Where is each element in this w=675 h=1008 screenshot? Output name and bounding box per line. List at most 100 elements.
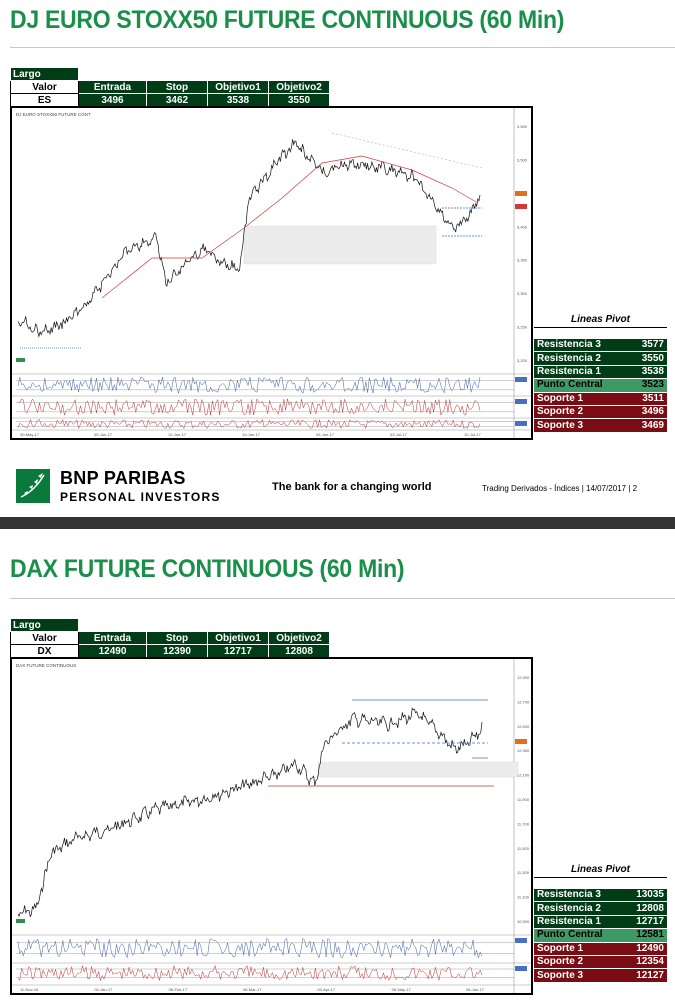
price-tick-label: 12,900 xyxy=(517,675,530,680)
cell-symbol: ES xyxy=(10,93,79,107)
price-tick-label: 12,500 xyxy=(517,724,530,729)
title-divider xyxy=(10,598,675,599)
price-tick-label: 3,200 xyxy=(517,358,528,363)
chart-canvas: DAX FUTURE CONTINUOUS 12,900 12,700 12,500 1… xyxy=(12,659,531,993)
chart-canvas: DJ EURO STOXX50 FUTURE CONT 3,550 3,500 3,4… xyxy=(12,108,531,438)
pivot-label: Soporte 3 xyxy=(534,968,625,983)
date-tick-label: 10-Jul-17 xyxy=(464,432,481,437)
cell-symbol: DX xyxy=(10,644,79,658)
price-series xyxy=(17,707,483,918)
indicator-series xyxy=(17,937,483,959)
pivot-label: Resistencia 3 xyxy=(534,337,630,352)
page-separator xyxy=(0,517,675,529)
indicator-tag xyxy=(515,421,527,426)
price-tick-label: 11,300 xyxy=(517,870,530,875)
pivot-value: 12717 xyxy=(624,914,667,929)
date-tick-label: 11-Nov-16 xyxy=(20,987,39,992)
price-tag xyxy=(515,204,527,209)
date-tick-label: 08-May-17 xyxy=(392,987,412,992)
date-tick-label: 30-May-17 xyxy=(20,432,40,437)
consolidation-zone xyxy=(243,225,437,265)
indicator-series xyxy=(17,418,481,430)
cell-entrada: 12490 xyxy=(78,644,147,658)
date-tick-label: 03-Apr-17 xyxy=(317,987,336,992)
date-tick-label: 03-Jul-17 xyxy=(390,432,407,437)
cell-entrada: 3496 xyxy=(78,93,147,107)
indicator-series xyxy=(18,398,481,416)
trade-setup-table: Largo Valor Entrada Stop Objetivo1 Objet… xyxy=(10,618,330,658)
pivot-value: 13035 xyxy=(624,887,667,902)
pivot-label: Soporte 2 xyxy=(534,404,630,419)
price-tick-label: 12,100 xyxy=(517,773,530,778)
bnp-logo-icon xyxy=(16,469,50,503)
header-entrada: Entrada xyxy=(78,80,147,94)
pivot-label: Resistencia 1 xyxy=(534,364,630,379)
date-tick-label: 12-Jun-17 xyxy=(168,432,187,437)
page-title: DJ EURO STOXX50 FUTURE CONTINUOUS (60 Mi… xyxy=(10,6,565,34)
page-title: DAX FUTURE CONTINUOUS (60 Min) xyxy=(10,555,405,583)
direction-label: Largo xyxy=(10,618,79,632)
price-tick-label: 3,300 xyxy=(517,291,528,296)
price-tick-label: 11,100 xyxy=(517,895,530,900)
pivot-value: 12127 xyxy=(624,968,667,983)
price-tick-label: 11,500 xyxy=(517,846,530,851)
pivot-value: 3469 xyxy=(629,418,667,433)
pivot-value: 3511 xyxy=(629,391,667,406)
price-tick-label: 3,400 xyxy=(517,224,528,229)
indicator-series xyxy=(17,376,481,394)
pivot-title: Lineas Pivot xyxy=(571,314,630,325)
pivot-value: 12490 xyxy=(624,941,667,956)
direction-label: Largo xyxy=(10,67,79,81)
price-tick-label: 3,550 xyxy=(517,124,528,129)
pivot-table: Resistencia 3 3577 Resistencia 2 3550 Resi… xyxy=(534,337,667,433)
pivot-value: 3538 xyxy=(629,364,667,379)
source-badge xyxy=(16,919,25,923)
pivot-label: Resistencia 1 xyxy=(534,914,625,929)
indicator-series xyxy=(17,964,483,982)
pivot-label: Punto Central xyxy=(534,928,625,943)
header-stop: Stop xyxy=(146,80,208,94)
price-tick-label: 11,700 xyxy=(517,821,530,826)
pivot-label: Resistencia 2 xyxy=(534,351,630,366)
pivot-label: Soporte 1 xyxy=(534,941,625,956)
header-valor: Valor xyxy=(10,631,79,645)
pivot-value: 12808 xyxy=(624,901,667,916)
cell-objetivo2: 3550 xyxy=(268,93,330,107)
price-tick-label: 3,350 xyxy=(517,258,528,263)
brand-tagline: The bank for a changing world xyxy=(272,481,432,493)
moving-average xyxy=(101,155,479,299)
price-tag xyxy=(515,191,527,196)
header-entrada: Entrada xyxy=(78,631,147,645)
footer-info: Trading Derivados - Índices | 14/07/2017… xyxy=(482,484,638,493)
price-tag xyxy=(515,739,527,744)
pivot-value: 12354 xyxy=(624,954,667,969)
pivot-value: 3523 xyxy=(629,378,667,393)
price-tick-label: 12,700 xyxy=(517,699,530,704)
price-tick-label: 3,250 xyxy=(517,325,528,330)
date-tick-label: 06-Feb-17 xyxy=(169,987,188,992)
price-tick-label: 3,500 xyxy=(517,157,528,162)
pivot-value: 3550 xyxy=(629,351,667,366)
price-tick-label: 12,300 xyxy=(517,748,530,753)
reference-line xyxy=(331,132,483,169)
indicator-tag xyxy=(515,399,527,404)
chart-header: DAX FUTURE CONTINUOUS xyxy=(16,663,76,668)
date-tick-label: 05-Jun-17 xyxy=(94,432,113,437)
brand-name: BNP PARIBAS xyxy=(60,468,186,488)
pivot-label: Soporte 3 xyxy=(534,418,630,433)
date-tick-label: 02-Jan-17 xyxy=(94,987,113,992)
header-objetivo1: Objetivo1 xyxy=(207,80,269,94)
date-tick-label: 06-Mar-17 xyxy=(243,987,262,992)
indicator-tag xyxy=(515,938,527,943)
cell-objetivo1: 12717 xyxy=(207,644,269,658)
title-divider xyxy=(10,47,675,48)
pivot-label: Soporte 1 xyxy=(534,391,630,406)
header-objetivo2: Objetivo2 xyxy=(268,631,330,645)
source-badge xyxy=(16,358,25,362)
indicator-tag xyxy=(515,377,527,382)
indicator-tag xyxy=(515,966,527,971)
header-valor: Valor xyxy=(10,80,79,94)
brand-subtitle: PERSONAL INVESTORS xyxy=(60,490,221,504)
pivot-label: Resistencia 3 xyxy=(534,887,625,902)
price-chart-estoxx: DJ EURO STOXX50 FUTURE CONT 3,550 3,500 3,4… xyxy=(10,106,533,440)
